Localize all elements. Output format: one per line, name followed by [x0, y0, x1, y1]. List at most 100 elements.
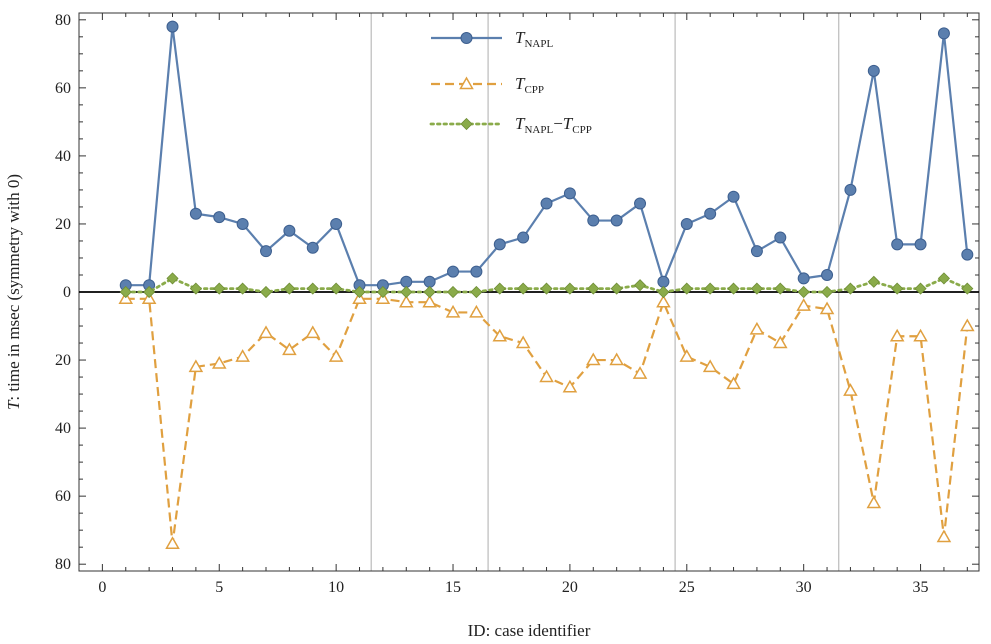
series-2	[119, 272, 974, 299]
data-point	[749, 321, 765, 335]
data-point	[540, 197, 553, 210]
legend-label-symbol: T	[515, 114, 526, 133]
data-point	[889, 328, 905, 342]
data-point	[844, 282, 857, 295]
data-point	[213, 211, 226, 224]
legend-swatch-marker	[460, 117, 473, 131]
data-point	[423, 285, 436, 299]
legend-label-subscript: NAPL	[524, 38, 553, 50]
data-point	[867, 64, 880, 77]
x-tick-label: 5	[215, 579, 223, 596]
legend-swatch-marker	[460, 32, 473, 44]
data-point	[679, 349, 695, 362]
y-tick-label: 40	[55, 420, 71, 437]
data-point	[773, 335, 788, 349]
data-point	[867, 275, 880, 288]
data-point	[843, 383, 858, 396]
x-tick-label: 15	[445, 579, 461, 596]
series-line	[125, 297, 969, 545]
data-point	[306, 241, 319, 254]
data-point	[960, 318, 975, 332]
series-group	[118, 20, 975, 550]
legend-entry-0: TNAPL	[431, 28, 553, 50]
data-point	[562, 379, 578, 393]
y-axis-title-symbol: T	[4, 399, 23, 410]
data-point	[914, 282, 927, 295]
data-point	[821, 268, 834, 281]
series-1	[118, 291, 975, 550]
data-point	[656, 294, 671, 308]
x-tick-label: 20	[562, 579, 578, 596]
data-point	[422, 294, 437, 308]
data-point	[866, 495, 882, 509]
data-point	[891, 238, 904, 251]
data-point	[913, 328, 928, 342]
data-point	[306, 282, 319, 295]
legend-entry-2: TNAPL−TCPP	[429, 114, 592, 136]
data-point	[469, 304, 484, 318]
data-point	[283, 224, 296, 237]
data-point	[189, 207, 202, 220]
data-point	[609, 352, 624, 366]
data-point	[727, 282, 740, 295]
data-point	[330, 282, 343, 295]
data-point	[774, 282, 787, 295]
data-point	[400, 275, 413, 288]
data-point	[797, 272, 810, 285]
x-tick-label: 30	[796, 579, 812, 596]
data-point	[657, 285, 670, 299]
data-point	[445, 304, 461, 318]
data-point	[119, 285, 132, 299]
legend-entry-1: TCPP	[431, 74, 544, 96]
series-0	[119, 20, 974, 292]
data-point	[166, 272, 179, 285]
axis-ticks	[79, 13, 979, 571]
legend-label-operator: −	[553, 114, 563, 133]
data-point	[517, 282, 530, 295]
legend-label: TCPP	[515, 74, 544, 96]
x-tick-label: 10	[328, 579, 344, 596]
data-point	[610, 214, 623, 227]
y-tick-label: 80	[55, 12, 71, 29]
data-point	[211, 355, 227, 369]
data-point	[585, 352, 601, 366]
data-point	[446, 285, 460, 299]
data-point	[517, 231, 530, 244]
data-point	[704, 282, 717, 295]
data-point	[680, 217, 693, 230]
data-point	[797, 285, 810, 299]
data-point	[563, 187, 576, 200]
data-point	[328, 349, 344, 362]
legend-label-symbol: T	[515, 74, 526, 93]
data-point	[189, 282, 202, 295]
data-point	[259, 285, 273, 299]
x-tick-label: 25	[679, 579, 695, 596]
data-point	[632, 366, 648, 379]
data-point	[423, 275, 436, 288]
data-point	[236, 282, 249, 295]
y-tick-label: 20	[55, 352, 71, 369]
data-point	[165, 536, 180, 550]
data-point	[587, 282, 600, 295]
series-line	[125, 25, 969, 287]
data-point	[260, 245, 273, 258]
legend-label-subscript: CPP	[572, 124, 592, 136]
data-point	[330, 217, 343, 230]
y-tick-label: 80	[55, 556, 71, 573]
axis-tick-labels: 0 5 10 15 20 25 30 35 80 60 40 20 0 20 40 60 80	[55, 12, 929, 596]
data-point	[493, 282, 506, 295]
data-point	[213, 282, 226, 295]
data-point	[353, 285, 366, 299]
y-tick-label: 0	[63, 284, 71, 301]
data-point	[726, 376, 741, 390]
y-tick-label: 60	[55, 80, 71, 97]
data-point	[819, 301, 835, 315]
data-point	[400, 285, 413, 299]
data-point	[610, 282, 623, 295]
data-point	[774, 231, 787, 244]
data-point	[258, 325, 274, 339]
y-tick-label: 20	[55, 216, 71, 233]
legend-label-symbol: T	[563, 114, 574, 133]
legend-label: TNAPL	[515, 28, 553, 50]
